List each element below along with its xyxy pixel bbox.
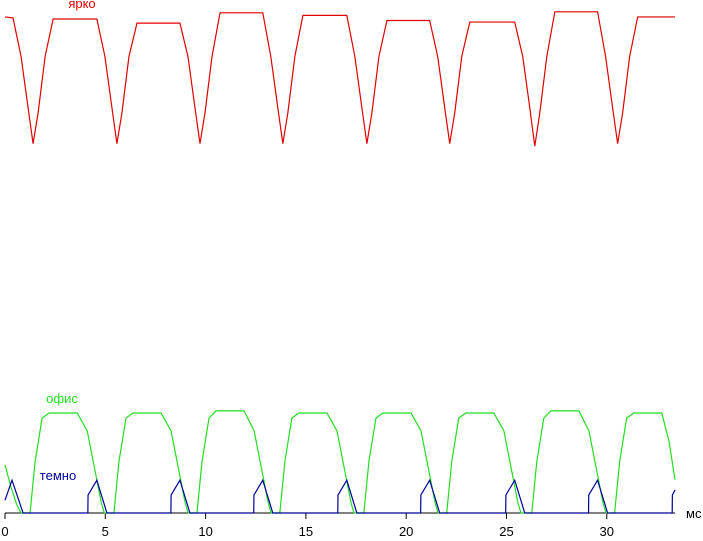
series-line (4, 410, 676, 514)
series-line (4, 478, 676, 514)
x-tick-label: 30 (600, 524, 614, 539)
series-label: ярко (68, 0, 95, 11)
series-label: офис (46, 391, 78, 406)
x-tick-label: 5 (102, 524, 109, 539)
series-line (4, 11, 675, 147)
x-tick-label: 25 (499, 524, 513, 539)
x-tick-label: 10 (198, 524, 212, 539)
series-label: темно (40, 468, 76, 483)
x-tick-label: 0 (1, 524, 8, 539)
x-tick-label: 15 (299, 524, 313, 539)
x-tick-label: 20 (399, 524, 413, 539)
x-axis-label: мс (686, 506, 702, 521)
